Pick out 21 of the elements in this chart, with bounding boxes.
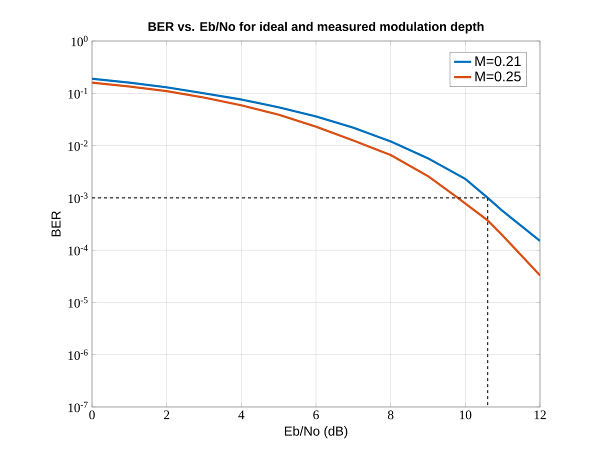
- y-tick-label: 10$^{-3}$: [68, 192, 88, 204]
- y-axis-title: BER: [52, 211, 61, 236]
- legend-label: M=0.25: [475, 71, 521, 82]
- x-tick-label: 0: [89, 410, 95, 420]
- y-tick-label: 10$^{0}$: [72, 36, 88, 46]
- x-tick-label: 10: [460, 410, 472, 420]
- y-tick-label: 10$^{-7}$: [68, 402, 88, 412]
- y-tick-label: 10$^{-2}$: [68, 140, 88, 151]
- x-axis-title: Eb/No (dB): [284, 426, 348, 438]
- x-tick-label: 4: [238, 410, 244, 420]
- y-tick-label: 10$^{-5}$: [68, 297, 88, 308]
- y-tick-label: 10$^{-4}$: [68, 244, 88, 256]
- legend-label: M=0.21: [475, 56, 521, 66]
- line-series: [92, 82, 540, 276]
- x-tick-label: 8: [388, 410, 394, 420]
- y-tick-label: 10$^{-6}$: [68, 349, 88, 360]
- chart-title: BER vs. Eb/No for ideal and measured modulation depth: [148, 22, 484, 34]
- x-tick-label: 12: [534, 410, 546, 420]
- x-tick-label: 2: [164, 410, 170, 420]
- x-tick-label: 6: [313, 410, 319, 420]
- y-tick-label: 10$^{-1}$: [68, 88, 88, 99]
